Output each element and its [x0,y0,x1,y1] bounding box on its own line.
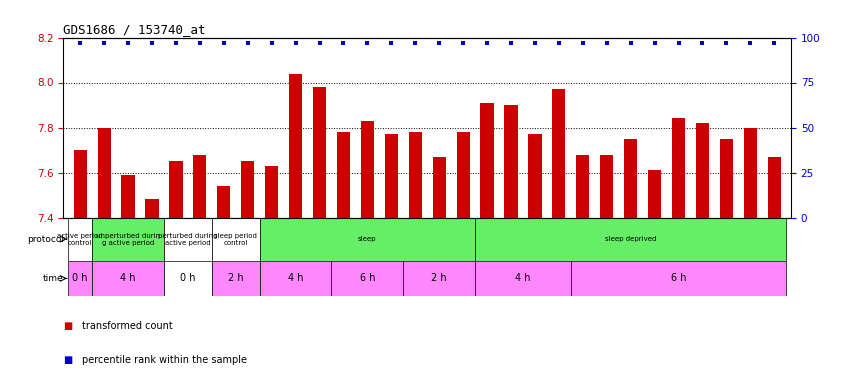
Text: transformed count: transformed count [82,321,173,331]
Bar [92,261,164,296]
Bar [241,161,255,218]
Bar [409,132,422,218]
Bar [767,157,781,218]
Bar [69,217,92,261]
Bar [265,166,278,218]
Bar [672,118,685,218]
Bar [385,134,398,218]
Text: unperturbed durin
g active period: unperturbed durin g active period [96,232,160,246]
Bar [481,103,494,218]
Bar [212,217,260,261]
Bar [260,217,475,261]
Bar [332,261,404,296]
Bar [217,186,230,218]
Bar [404,261,475,296]
Bar [504,105,518,218]
Text: ■: ■ [63,321,73,331]
Text: 2 h: 2 h [228,273,244,284]
Bar [97,128,111,218]
Bar [164,261,212,296]
Bar [744,128,757,218]
Bar [69,261,92,296]
Bar [457,132,470,218]
Bar [576,154,590,218]
Text: 4 h: 4 h [120,273,136,284]
Text: 4 h: 4 h [288,273,304,284]
Text: ■: ■ [63,355,73,365]
Text: percentile rank within the sample: percentile rank within the sample [82,355,247,365]
Text: 6 h: 6 h [360,273,375,284]
Text: 6 h: 6 h [671,273,686,284]
Text: protocol: protocol [27,235,63,244]
Bar [74,150,87,217]
Bar [432,157,446,218]
Bar [529,134,541,218]
Text: sleep period
control: sleep period control [214,232,257,246]
Text: 0 h: 0 h [73,273,88,284]
Text: GDS1686 / 153740_at: GDS1686 / 153740_at [63,23,206,36]
Bar [720,139,733,218]
Bar [146,200,158,217]
Text: time: time [43,274,63,283]
Bar [360,121,374,218]
Text: active period
control: active period control [58,232,103,246]
Text: sleep: sleep [358,236,376,242]
Text: sleep deprived: sleep deprived [605,236,656,242]
Bar [92,217,164,261]
Bar [696,123,709,218]
Bar [164,217,212,261]
Bar [571,261,786,296]
Bar [169,161,183,218]
Bar [313,87,326,218]
Bar [552,89,565,218]
Bar [260,261,332,296]
Bar [193,154,206,218]
Bar [289,74,302,217]
Bar [122,175,135,217]
Bar [624,139,637,218]
Bar [600,154,613,218]
Text: 2 h: 2 h [431,273,447,284]
Bar [475,261,571,296]
Bar [212,261,260,296]
Bar [475,217,786,261]
Text: 0 h: 0 h [180,273,195,284]
Text: perturbed during
active period: perturbed during active period [158,232,217,246]
Bar [648,170,662,217]
Text: 4 h: 4 h [515,273,530,284]
Bar [337,132,350,218]
